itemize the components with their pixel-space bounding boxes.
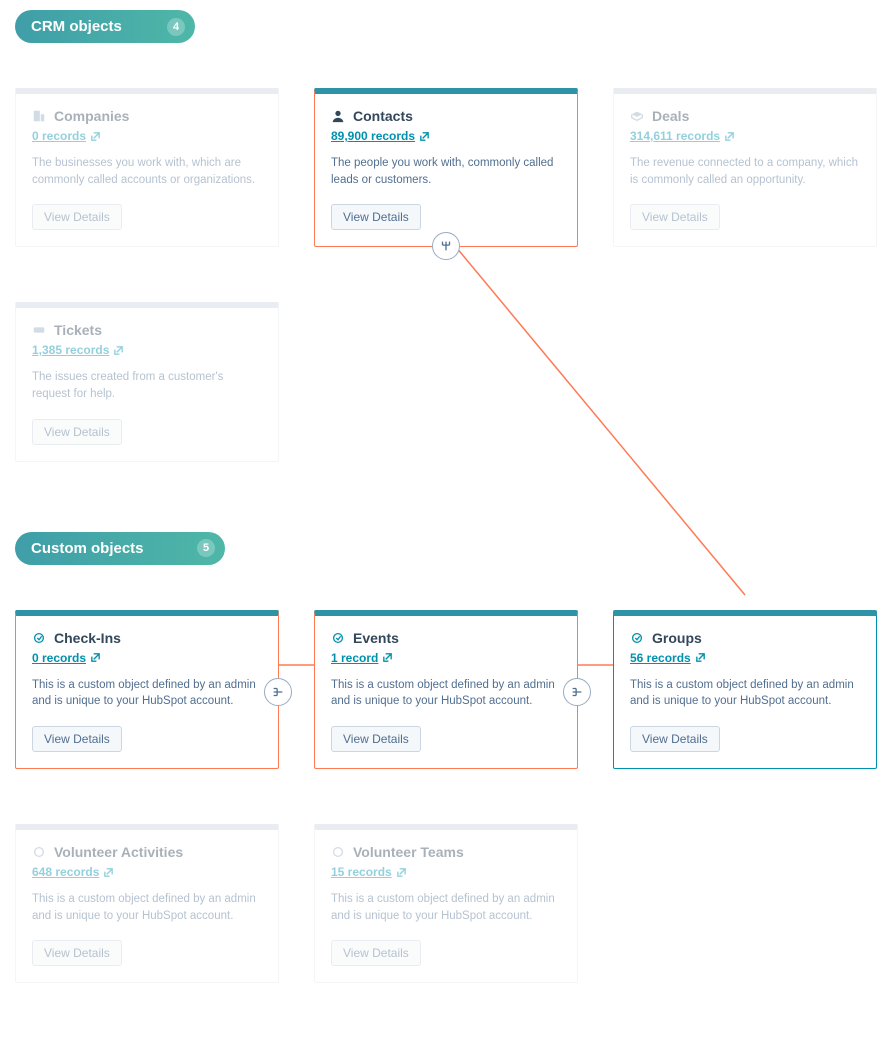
card-title: Groups: [652, 630, 702, 646]
connector-badge: [432, 232, 460, 260]
card-volunteer-activities[interactable]: Volunteer Activities 648 records This is…: [15, 824, 279, 983]
card-title: Tickets: [54, 322, 102, 338]
view-details-button[interactable]: View Details: [331, 940, 421, 966]
card-title: Companies: [54, 108, 129, 124]
card-title: Contacts: [353, 108, 413, 124]
contact-icon: [331, 109, 345, 123]
records-link[interactable]: 89,900 records: [331, 129, 430, 143]
card-description: This is a custom object defined by an ad…: [630, 677, 860, 710]
external-link-icon: [113, 345, 124, 356]
external-link-icon: [724, 131, 735, 142]
external-link-icon: [419, 131, 430, 142]
external-link-icon: [382, 652, 393, 663]
card-description: The revenue connected to a company, whic…: [630, 155, 860, 188]
card-checkins[interactable]: Check-Ins 0 records This is a custom obj…: [15, 610, 279, 769]
card-contacts[interactable]: Contacts 89,900 records The people you w…: [314, 88, 578, 247]
section-pill-custom[interactable]: Custom objects 5: [15, 532, 225, 565]
section-label: Custom objects: [31, 540, 144, 557]
section-label: CRM objects: [31, 18, 122, 35]
deals-icon: [630, 109, 644, 123]
external-link-icon: [90, 652, 101, 663]
card-companies[interactable]: Companies 0 records The businesses you w…: [15, 88, 279, 247]
card-tickets[interactable]: Tickets 1,385 records The issues created…: [15, 302, 279, 461]
view-details-button[interactable]: View Details: [32, 204, 122, 230]
fork-icon: [439, 239, 453, 253]
records-text: 56 records: [630, 651, 691, 665]
view-details-button[interactable]: View Details: [630, 204, 720, 230]
view-details-button[interactable]: View Details: [630, 726, 720, 752]
crm-grid: Companies 0 records The businesses you w…: [15, 88, 875, 462]
connector-badge: [264, 678, 292, 706]
custom-object-icon: [331, 631, 345, 645]
records-link[interactable]: 15 records: [331, 865, 407, 879]
card-description: This is a custom object defined by an ad…: [331, 891, 561, 924]
view-details-button[interactable]: View Details: [331, 204, 421, 230]
card-title: Volunteer Teams: [353, 844, 464, 860]
card-description: This is a custom object defined by an ad…: [32, 891, 262, 924]
card-deals[interactable]: Deals 314,611 records The revenue connec…: [613, 88, 877, 247]
card-description: The businesses you work with, which are …: [32, 155, 262, 188]
records-text: 89,900 records: [331, 129, 415, 143]
records-link[interactable]: 0 records: [32, 651, 101, 665]
custom-object-icon: [32, 845, 46, 859]
external-link-icon: [103, 867, 114, 878]
ticket-icon: [32, 323, 46, 337]
records-text: 1,385 records: [32, 343, 109, 357]
records-link[interactable]: 314,611 records: [630, 129, 735, 143]
records-link[interactable]: 1 record: [331, 651, 393, 665]
records-text: 314,611 records: [630, 129, 720, 143]
card-title: Events: [353, 630, 399, 646]
records-text: 15 records: [331, 865, 392, 879]
card-description: This is a custom object defined by an ad…: [32, 677, 262, 710]
view-details-button[interactable]: View Details: [32, 940, 122, 966]
view-details-button[interactable]: View Details: [331, 726, 421, 752]
card-description: This is a custom object defined by an ad…: [331, 677, 561, 710]
card-title: Check-Ins: [54, 630, 121, 646]
merge-icon: [570, 685, 584, 699]
custom-object-icon: [32, 631, 46, 645]
custom-object-icon: [331, 845, 345, 859]
records-text: 0 records: [32, 129, 86, 143]
records-text: 1 record: [331, 651, 378, 665]
records-link[interactable]: 0 records: [32, 129, 101, 143]
card-groups[interactable]: Groups 56 records This is a custom objec…: [613, 610, 877, 769]
records-link[interactable]: 1,385 records: [32, 343, 124, 357]
view-details-button[interactable]: View Details: [32, 726, 122, 752]
section-count-badge: 5: [197, 539, 215, 557]
card-events[interactable]: Events 1 record This is a custom object …: [314, 610, 578, 769]
external-link-icon: [90, 131, 101, 142]
card-description: The people you work with, commonly calle…: [331, 155, 561, 188]
records-link[interactable]: 648 records: [32, 865, 114, 879]
external-link-icon: [695, 652, 706, 663]
section-pill-crm[interactable]: CRM objects 4: [15, 10, 195, 43]
custom-grid: Check-Ins 0 records This is a custom obj…: [15, 610, 875, 984]
merge-icon: [271, 685, 285, 699]
building-icon: [32, 109, 46, 123]
external-link-icon: [396, 867, 407, 878]
records-link[interactable]: 56 records: [630, 651, 706, 665]
custom-object-icon: [630, 631, 644, 645]
view-details-button[interactable]: View Details: [32, 419, 122, 445]
card-volunteer-teams[interactable]: Volunteer Teams 15 records This is a cus…: [314, 824, 578, 983]
card-description: The issues created from a customer's req…: [32, 369, 262, 402]
connector-badge: [563, 678, 591, 706]
card-title: Volunteer Activities: [54, 844, 183, 860]
card-title: Deals: [652, 108, 689, 124]
records-text: 648 records: [32, 865, 99, 879]
section-count-badge: 4: [167, 18, 185, 36]
records-text: 0 records: [32, 651, 86, 665]
